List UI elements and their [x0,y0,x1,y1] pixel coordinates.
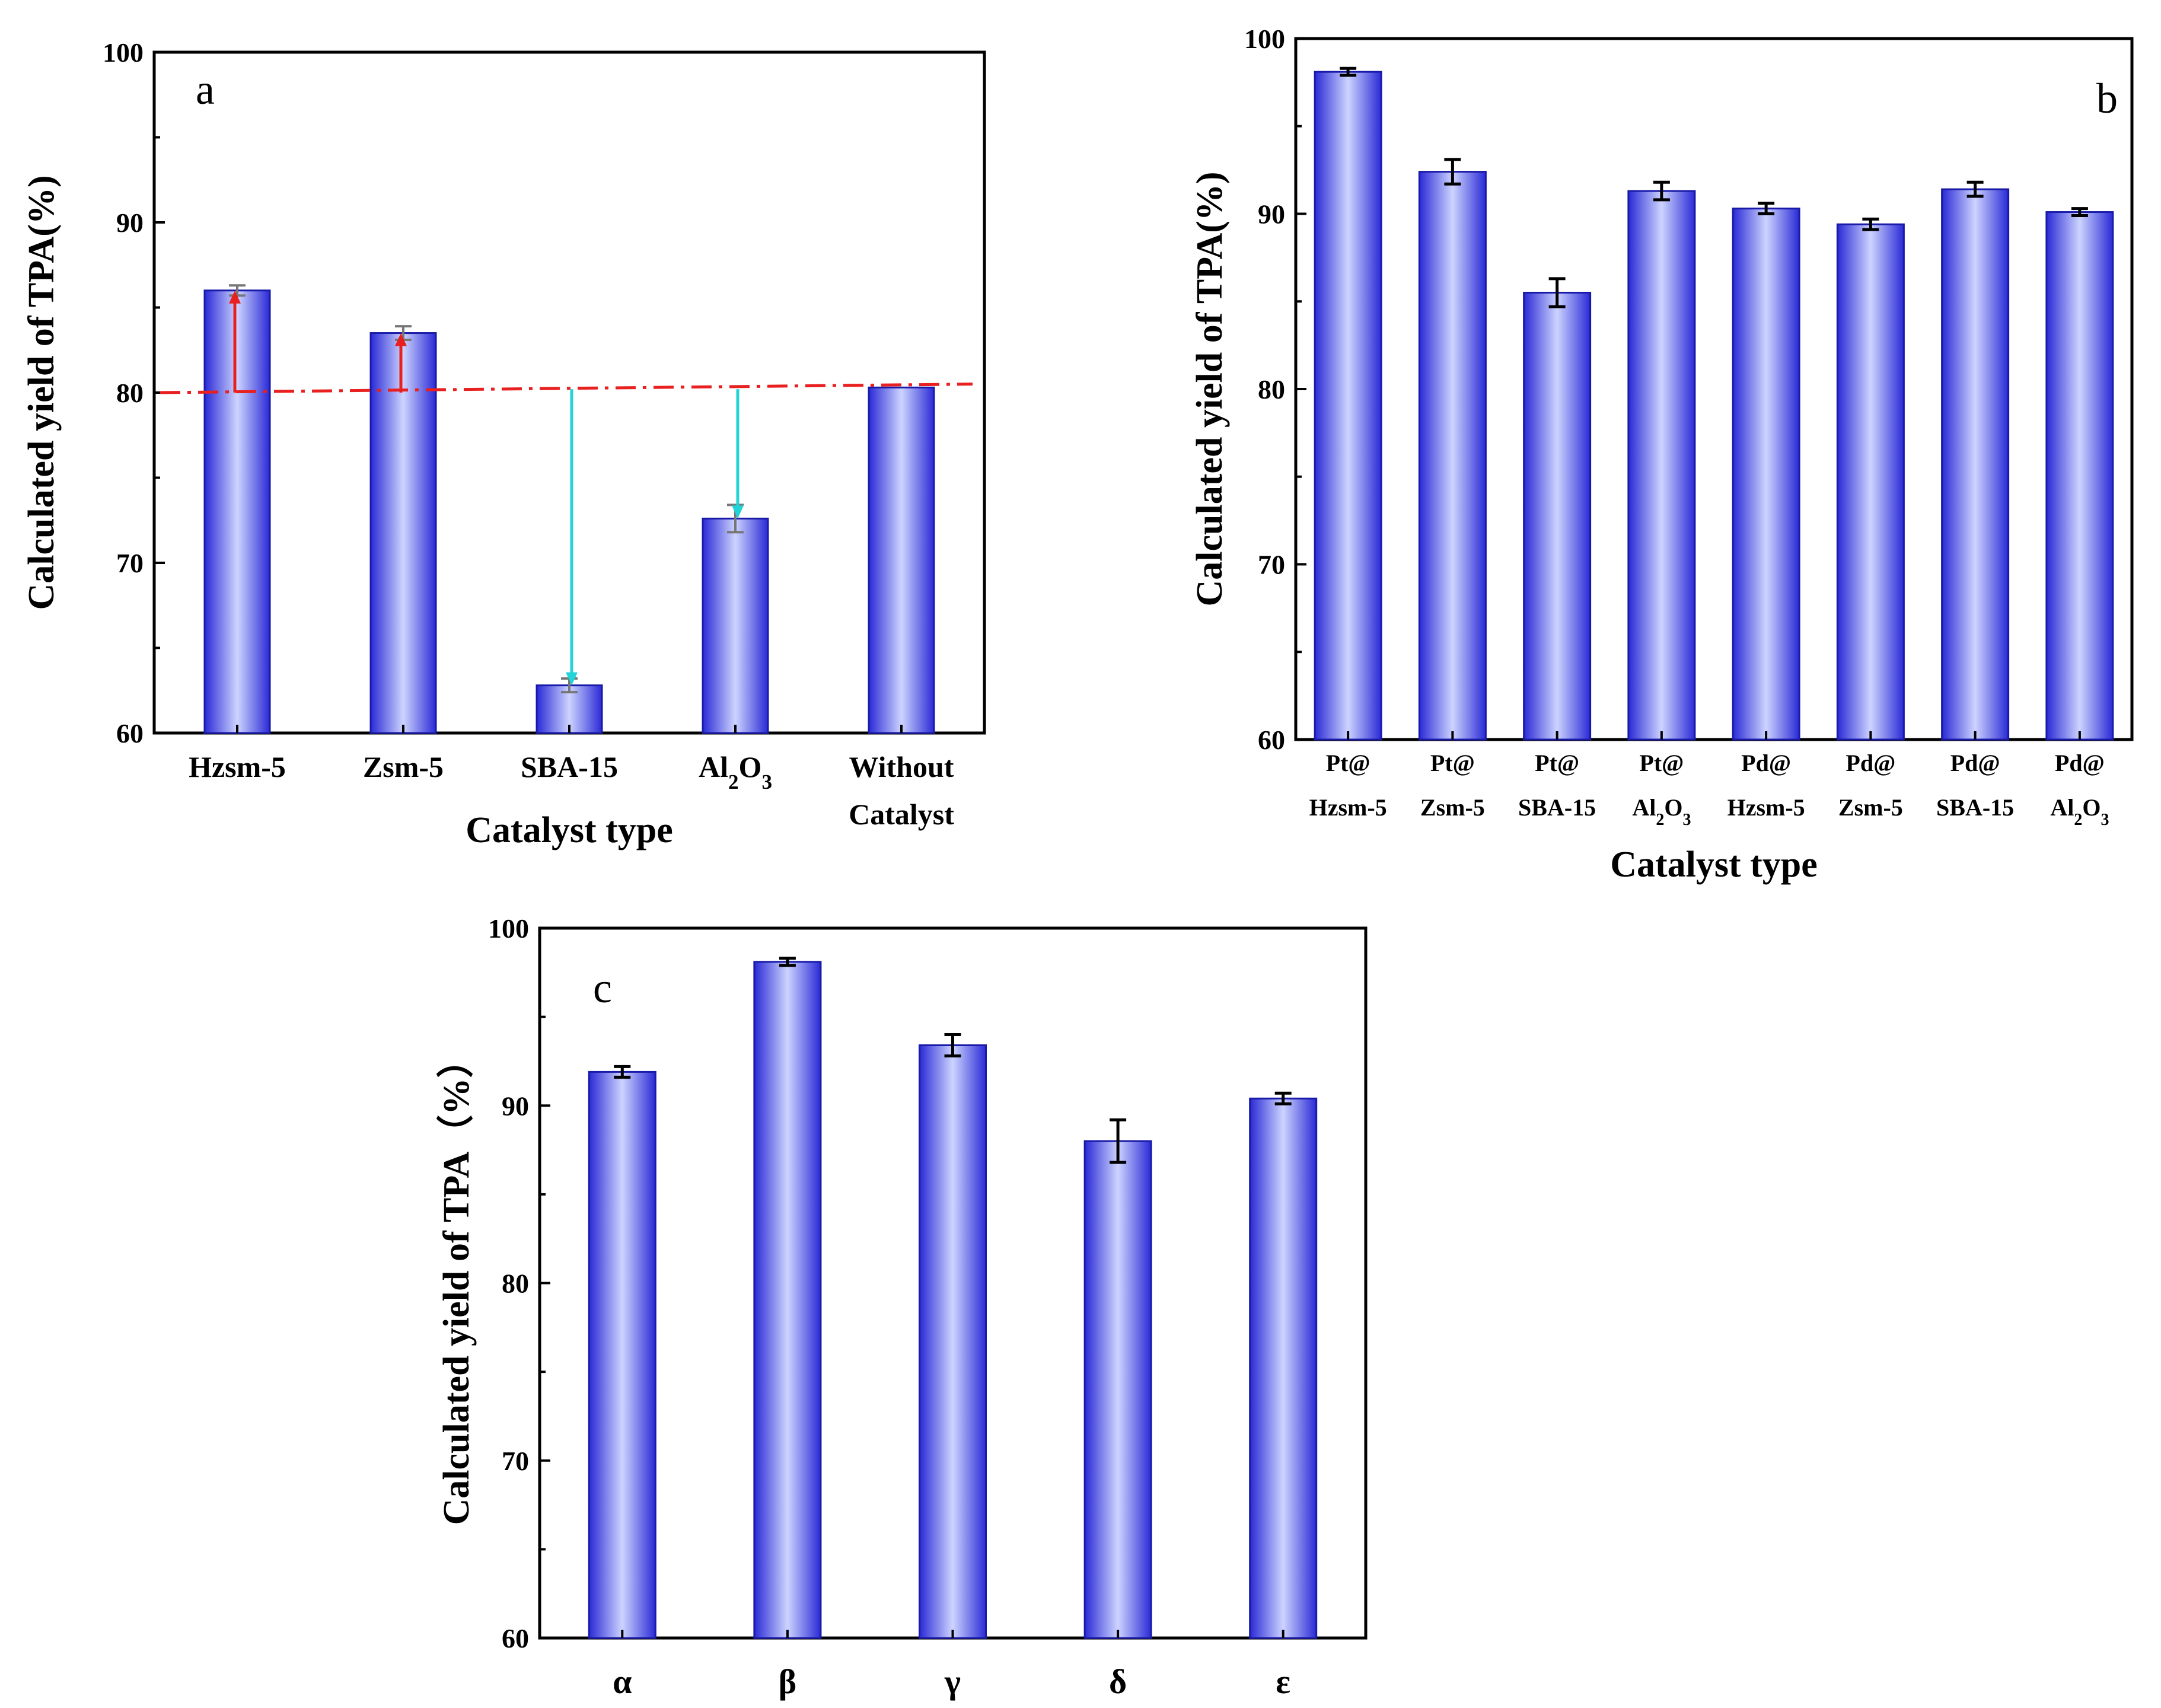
y-axis-title: Calculated yield of TPA(%) [1190,171,1230,606]
x-category-label: Hzsm-5 [1727,794,1805,821]
y-tick-label: 80 [1258,374,1285,404]
bar [1732,208,1800,741]
arrow-head [229,290,241,304]
y-axis-title: Calculated yield of TPA(%) [21,175,62,610]
bar [1523,291,1592,741]
y-tick-label: 70 [116,548,144,578]
chart-panel-b: 60 70 80 90 100 Pt@ Hzsm-5 Pt@ Zsm-5 Pt@ SBA-15 Pt@… [1190,24,2134,885]
x-category-label: Zsm-5 [363,750,444,783]
arrow-head [732,505,744,519]
y-tick-label: 100 [103,37,144,68]
chart-panel-c: 60 70 80 90 100 α β γ δ ε Calculated yield of TPA（… [435,913,1368,1701]
y-tick-label: 100 [488,913,529,944]
y-tick-label: 80 [502,1269,529,1299]
bar [1083,1140,1152,1639]
x-axis-title: Catalyst type [1610,845,1818,885]
bar [702,517,769,734]
y-tick-label: 90 [502,1091,529,1121]
x-category-label: Pd@ [1846,750,1895,776]
bar [753,961,822,1639]
x-category-label: SBA-15 [1518,794,1596,821]
bar [369,332,437,734]
x-category-label: γ [944,1662,961,1701]
bar [868,386,935,734]
y-tick-label: 80 [116,378,144,408]
x-category-label: α [613,1662,632,1701]
x-category-label: Zsm-5 [1420,794,1485,821]
x-category-label: Zsm-5 [1838,794,1903,821]
x-category-label: Pt@ [1535,750,1579,776]
x-category-label: SBA-15 [1936,794,2014,821]
x-category-label: δ [1109,1662,1127,1701]
x-category-label: Al2O3 [2050,794,2109,829]
y-tick-label: 60 [502,1623,529,1653]
x-category-label: Hzsm-5 [1309,794,1387,821]
x-category-label: SBA-15 [521,750,618,783]
x-category-label: Pt@ [1326,750,1370,776]
y-axis-title: Calculated yield of TPA（%） [435,1041,477,1525]
bar [1627,190,1696,741]
bar [1836,223,1905,741]
y-tick-label: 70 [1258,550,1285,580]
bar [203,289,271,734]
x-axis-title: Catalyst type [466,810,673,850]
panel-letter: c [593,964,612,1012]
x-category-label: Pt@ [1639,750,1684,776]
x-category-label: Pd@ [1950,750,2000,776]
chart-panel-a: 60 70 80 90 100 Hzsm-5 Zsm-5 SBA-15 Al2O3 Without… [21,37,986,850]
bar [2045,211,2114,741]
x-category-label: β [779,1662,797,1701]
y-tick-label: 90 [1258,199,1285,230]
x-category-label: ε [1276,1662,1290,1701]
x-category-label: Pd@ [1741,750,1791,776]
reference-line [160,383,973,394]
x-category-label: Al2O3 [699,750,772,794]
x-category-label: Al2O3 [1632,794,1691,829]
x-category-label: Catalyst [849,798,954,831]
arrow-head [395,333,407,346]
bar [588,1070,656,1639]
x-category-label: Hzsm-5 [189,750,286,783]
y-tick-label: 60 [1258,725,1285,755]
bar [919,1044,987,1639]
panel-letter: b [2096,75,2118,122]
x-category-label: Pt@ [1430,750,1475,776]
y-tick-label: 100 [1244,24,1285,54]
bar [1941,188,2010,741]
bar [1249,1097,1318,1639]
y-tick-label: 70 [502,1446,529,1476]
bar [1314,71,1382,741]
arrow-head [566,672,578,686]
y-tick-label: 60 [116,718,144,748]
y-tick-label: 90 [116,208,144,238]
bar [1418,171,1487,741]
panel-letter: a [196,66,215,113]
x-category-label: Pd@ [2055,750,2105,776]
x-category-label: Without [849,750,954,783]
